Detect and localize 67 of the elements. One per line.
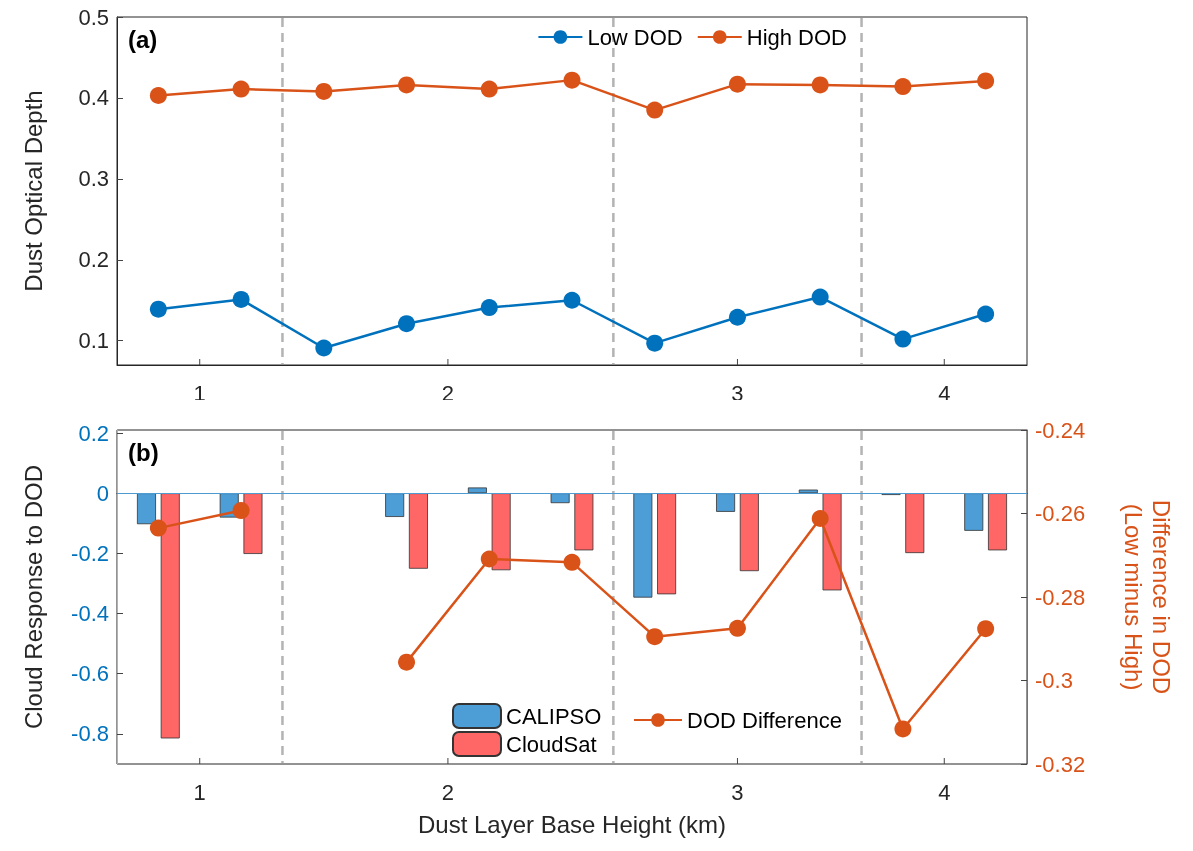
- point: [398, 76, 416, 94]
- y-axis-title: Dust Optical Depth: [19, 90, 47, 292]
- legend-label: Low DOD: [587, 24, 683, 50]
- y-tick-label: -0.8: [71, 721, 109, 747]
- point: [563, 291, 581, 309]
- point: [977, 72, 995, 90]
- point: [977, 620, 995, 638]
- text: 1: [193, 380, 206, 406]
- chart-title: (b): [128, 438, 159, 466]
- y-tick-label: 0: [96, 480, 109, 506]
- y-tick-label: 0.4: [78, 85, 109, 111]
- y2-tick-label: -0.26: [1035, 501, 1086, 526]
- point: [398, 315, 416, 333]
- point: [894, 330, 912, 348]
- y2-tick-label: -0.32: [1035, 751, 1086, 777]
- point: [563, 71, 581, 89]
- point: [232, 80, 250, 98]
- y2-axis-title: Difference in DOD (Low minus High): [1119, 499, 1175, 695]
- point: [728, 75, 746, 93]
- point: [149, 300, 167, 318]
- text: 1: [193, 779, 206, 805]
- y-tick-label: -0.2: [71, 540, 109, 566]
- y-tick-label: 0.2: [78, 420, 109, 446]
- text: 2: [441, 380, 455, 406]
- point: [563, 553, 581, 571]
- text: 4: [938, 380, 951, 406]
- point: [646, 334, 664, 352]
- point: [315, 82, 333, 100]
- point: [894, 78, 912, 96]
- y-tick-label: 0.5: [78, 4, 109, 30]
- point: [811, 288, 829, 306]
- text: 3: [731, 779, 744, 805]
- text: 2: [441, 779, 455, 805]
- y2-tick-label: -0.3: [1035, 668, 1073, 693]
- point: [977, 305, 995, 323]
- legend-label: DOD Difference: [687, 707, 842, 733]
- y-tick-label: 0.3: [78, 166, 109, 192]
- point: [728, 308, 746, 326]
- point: [811, 76, 829, 94]
- point: [646, 628, 664, 646]
- point: [398, 653, 416, 671]
- text: 3: [731, 380, 744, 406]
- legend-label: CloudSat: [506, 731, 597, 757]
- x-axis-title: Dust Layer Base Height (km): [417, 810, 727, 838]
- y-tick-label: -0.6: [71, 661, 109, 687]
- point: [646, 101, 664, 119]
- point: [728, 619, 746, 637]
- y-tick-label: -0.4: [71, 601, 109, 627]
- legend-label: High DOD: [746, 24, 847, 50]
- text: 4: [938, 779, 951, 805]
- point: [894, 720, 912, 738]
- y-axis-title: Cloud Response to DOD: [19, 464, 47, 730]
- point: [480, 80, 498, 98]
- legend-label: CALIPSO: [506, 703, 602, 729]
- point: [149, 519, 167, 537]
- point: [811, 510, 829, 528]
- y-tick-label: 0.1: [78, 328, 109, 354]
- chart-title: (a): [128, 25, 158, 53]
- point: [480, 550, 498, 568]
- point: [315, 339, 333, 357]
- point: [480, 299, 498, 317]
- y2-tick-label: -0.24: [1035, 417, 1086, 443]
- y2-tick-label: -0.28: [1035, 584, 1086, 610]
- point: [149, 87, 167, 104]
- point: [232, 290, 250, 308]
- y-tick-label: 0.2: [78, 247, 109, 273]
- point: [232, 502, 250, 520]
